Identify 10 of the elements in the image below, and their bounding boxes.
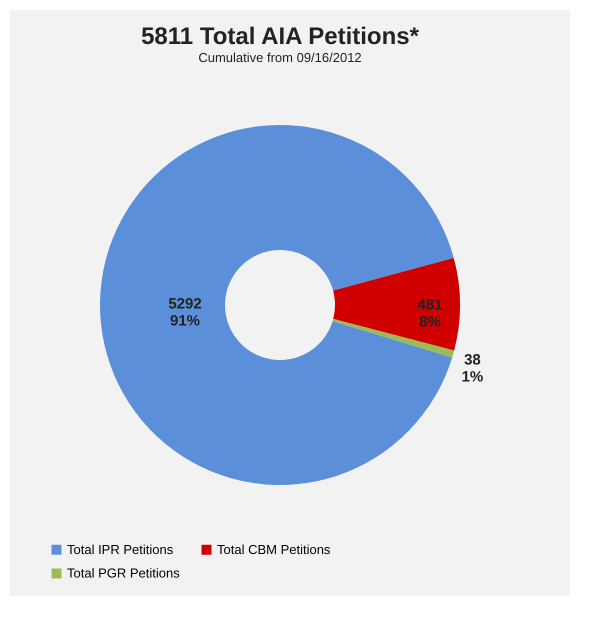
legend-label: Total IPR Petitions [67,542,174,557]
data-label: 481 8% [417,296,443,330]
data-label: 38 1% [462,352,484,386]
chart-title: 5811 Total AIA Petitions* [141,23,420,50]
chart-subtitle: Cumulative from 09/16/2012 [198,50,362,65]
donut-slice [333,258,460,351]
data-label: 5292 91% [168,295,202,330]
legend-label: Total CBM Petitions [217,542,331,557]
legend-label: Total PGR Petitions [67,566,180,580]
donut-slice [100,125,454,485]
